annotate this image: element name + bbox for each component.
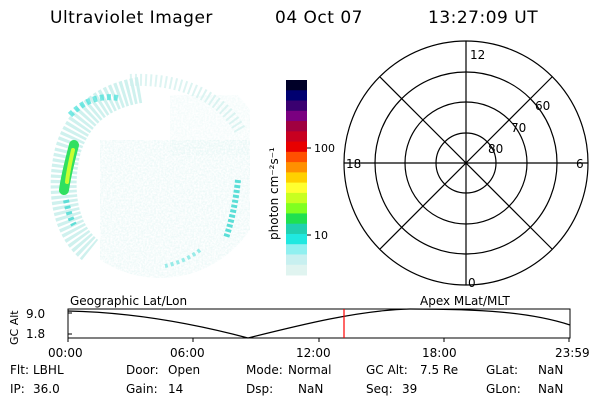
colorbar-segment bbox=[286, 141, 307, 153]
time-tick-1200: 12:00 bbox=[296, 346, 331, 360]
polar-grid bbox=[343, 40, 589, 286]
colorbar-segment bbox=[286, 233, 307, 245]
lat-label-80: 80 bbox=[488, 142, 503, 156]
date-label: 04 Oct 07 bbox=[275, 8, 363, 28]
ip-label: IP: bbox=[10, 382, 25, 396]
altitude-curve bbox=[67, 308, 571, 339]
colorbar-tick-100: 100 bbox=[314, 142, 335, 155]
lat-label-70: 70 bbox=[511, 121, 526, 135]
gain-label: Gain: bbox=[126, 382, 158, 396]
colorbar-segment bbox=[286, 223, 307, 235]
mlt-label-0: 0 bbox=[468, 276, 476, 290]
time-tick-0600: 06:00 bbox=[170, 346, 205, 360]
colorbar-segment bbox=[286, 182, 307, 194]
seq-value: 39 bbox=[402, 382, 418, 396]
timeline-frame bbox=[67, 308, 571, 339]
mlt-label-6: 6 bbox=[576, 157, 584, 171]
ip-value: 36.0 bbox=[33, 382, 60, 396]
dsp-label: Dsp: bbox=[246, 382, 274, 396]
mode-label: Mode: bbox=[246, 363, 283, 377]
colorbar-segment bbox=[286, 172, 307, 184]
alt-tick-1-8: 1.8 bbox=[26, 327, 45, 341]
colorbar-segment bbox=[286, 131, 307, 143]
colorbar-segment bbox=[286, 192, 307, 204]
dsp-value: NaN bbox=[298, 382, 324, 396]
color-scale-bar bbox=[286, 80, 307, 276]
mlt-label-18: 18 bbox=[346, 157, 361, 171]
gc-alt-value: 7.5 Re bbox=[420, 363, 459, 377]
colorbar-segment bbox=[286, 254, 307, 266]
colorbar-segment bbox=[286, 90, 307, 102]
timeline-left-label: Geographic Lat/Lon bbox=[70, 294, 187, 308]
glon-label: GLon: bbox=[486, 382, 521, 396]
colorbar-segment bbox=[286, 110, 307, 122]
colorbar-segment bbox=[286, 162, 307, 173]
alt-tick-9: 9.0 bbox=[26, 307, 45, 321]
colorbar-segment bbox=[286, 121, 307, 132]
colorbar-segment bbox=[286, 213, 307, 225]
colorbar-segment bbox=[286, 80, 307, 91]
filter-value: LBHL bbox=[33, 363, 64, 377]
time-tick-0000: 00:00 bbox=[48, 346, 83, 360]
mlt-label-12: 12 bbox=[470, 48, 485, 62]
colorbar-segment bbox=[286, 100, 307, 112]
glat-label: GLat: bbox=[486, 363, 519, 377]
lat-label-60: 60 bbox=[535, 99, 550, 113]
seq-label: Seq: bbox=[366, 382, 393, 396]
colorbar-unit-label: photon cm⁻²s⁻¹ bbox=[267, 147, 281, 240]
time-tick-2359: 23:59 bbox=[555, 346, 590, 360]
time-label: 13:27:09 UT bbox=[428, 8, 539, 28]
filter-label: Flt: bbox=[10, 363, 29, 377]
door-value: Open bbox=[168, 363, 201, 377]
colorbar-tick-10: 10 bbox=[314, 229, 328, 242]
colorbar-segment bbox=[286, 244, 307, 255]
colorbar-segment bbox=[286, 151, 307, 163]
glat-value: NaN bbox=[538, 363, 564, 377]
gain-value: 14 bbox=[168, 382, 184, 396]
mode-value: Normal bbox=[288, 363, 332, 377]
gc-alt-axis-label: GC Alt bbox=[8, 310, 21, 345]
door-label: Door: bbox=[126, 363, 159, 377]
time-tick-1800: 18:00 bbox=[422, 346, 457, 360]
colorbar-segment bbox=[286, 203, 307, 214]
app-title: Ultraviolet Imager bbox=[50, 8, 213, 28]
auroral-image bbox=[50, 73, 250, 278]
gc-alt-label: GC Alt: bbox=[366, 363, 408, 377]
glon-value: NaN bbox=[538, 382, 564, 396]
colorbar-segment bbox=[286, 264, 307, 276]
timeline-right-label: Apex MLat/MLT bbox=[420, 294, 510, 308]
